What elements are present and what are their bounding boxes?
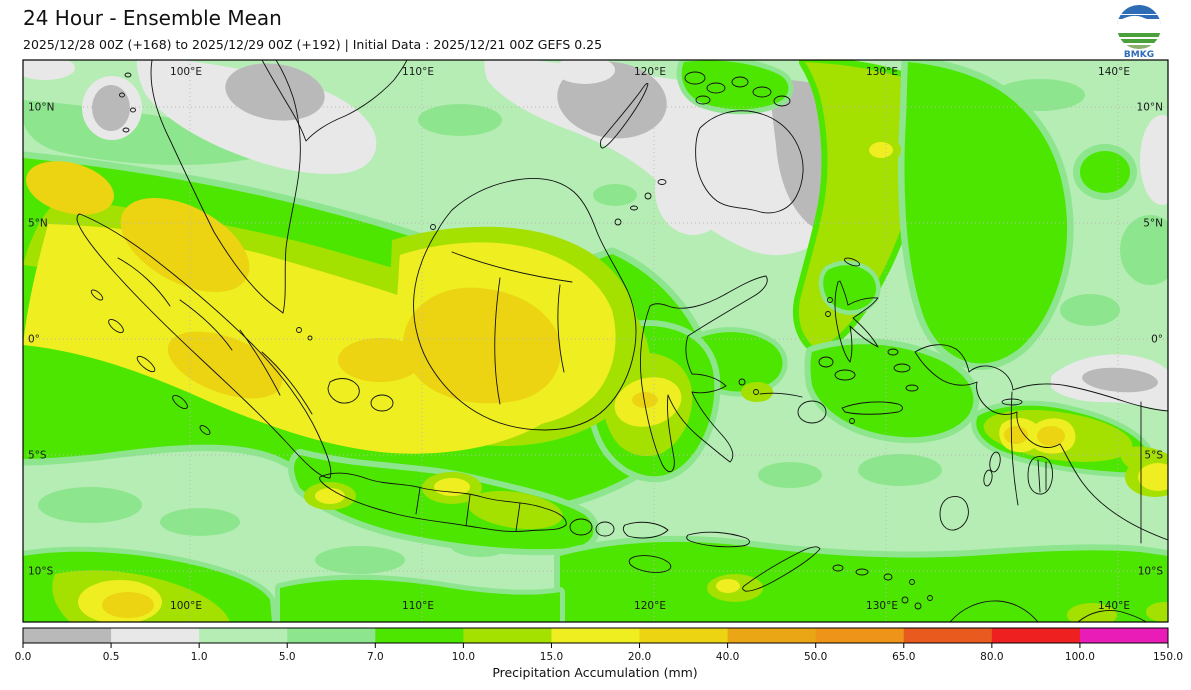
lon-label-top: 130°E <box>866 66 898 78</box>
colorbar-tick-label: 7.0 <box>367 651 384 663</box>
lat-label-left: 10°S <box>28 566 54 578</box>
colorbar-tick-label: 10.0 <box>452 651 475 663</box>
forecast-period-subtitle: 2025/12/28 00Z (+168) to 2025/12/29 00Z … <box>23 37 603 52</box>
colorbar-segment <box>551 628 641 643</box>
colorbar-tick-label: 50.0 <box>804 651 827 663</box>
lon-label-bottom: 100°E <box>170 600 202 612</box>
lat-label-right: 5°S <box>1144 450 1163 462</box>
coastlines <box>76 60 1168 622</box>
colorbar-tick-label: 5.0 <box>279 651 296 663</box>
green-regions <box>23 61 1168 622</box>
colorbar-segment <box>375 628 464 643</box>
colorbar-segment <box>727 628 817 643</box>
page-title: 24 Hour - Ensemble Mean <box>23 6 282 30</box>
colorbar-tick-label: 40.0 <box>716 651 739 663</box>
lon-label-bottom: 120°E <box>634 600 666 612</box>
logo-globe-icon <box>1117 5 1161 49</box>
gold-regions <box>26 161 1065 618</box>
lat-label-left: 10°N <box>28 102 54 114</box>
colorbar-segment <box>23 628 112 643</box>
lon-label-bottom: 140°E <box>1098 600 1130 612</box>
colorbar-tick-label: 20.0 <box>628 651 651 663</box>
colorbar-tick-label: 0.0 <box>15 651 32 663</box>
lat-label-right: 10°S <box>1138 566 1164 578</box>
graticule <box>23 60 1168 622</box>
lon-label-top: 120°E <box>634 66 666 78</box>
lat-label-right: 0° <box>1151 334 1163 346</box>
lat-label-left: 5°N <box>28 218 48 230</box>
colorbar-tick-label: 65.0 <box>892 651 915 663</box>
colorbar-segment <box>463 628 552 643</box>
lat-label-right: 5°N <box>1143 218 1163 230</box>
colorbar-tick-labels: 0.0 0.5 1.0 5.0 7.0 10.0 15.0 20.0 40.0 50.0 65.0 8… <box>15 651 1183 663</box>
colorbar-segment <box>815 628 905 643</box>
lat-label-right: 10°N <box>1137 102 1163 114</box>
lon-label-top: 100°E <box>170 66 202 78</box>
lon-label-bottom: 130°E <box>866 600 898 612</box>
colorbar-border <box>22 627 1169 644</box>
colorbar-segment <box>287 628 376 643</box>
map-border <box>22 59 1169 623</box>
colorbar-tick-label: 150.0 <box>1153 651 1183 663</box>
colorbar-tick-label: 0.5 <box>103 651 120 663</box>
dry-gray-regions <box>23 60 1168 412</box>
lat-label-left: 0° <box>28 334 40 346</box>
map-field: 100°E 100°E 110°E 110°E 120°E 120°E 130°E 130°E… <box>23 60 1168 622</box>
colorbar: 0.0 0.5 1.0 5.0 7.0 10.0 15.0 20.0 40.0 50.0 65.0 8… <box>15 627 1183 680</box>
lat-label-left: 5°S <box>28 450 47 462</box>
colorbar-segment <box>1079 628 1169 643</box>
bmkg-logo: BMKG <box>1117 5 1161 60</box>
colorbar-segment <box>111 628 200 643</box>
graticule-labels: 100°E 100°E 110°E 110°E 120°E 120°E 130°E 130°E… <box>28 66 1163 612</box>
colorbar-tick-label: 1.0 <box>191 651 208 663</box>
lon-label-bottom: 110°E <box>402 600 434 612</box>
colorbar-segment <box>903 628 993 643</box>
colorbar-segment <box>199 628 288 643</box>
colorbar-tick-label: 15.0 <box>540 651 563 663</box>
lon-label-top: 110°E <box>402 66 434 78</box>
colorbar-segments <box>23 628 1169 643</box>
logo-text: BMKG <box>1124 50 1154 60</box>
colorbar-tick-label: 80.0 <box>980 651 1003 663</box>
colorbar-segment <box>639 628 729 643</box>
colorbar-ticks <box>22 643 1169 648</box>
colorbar-axis-label: Precipitation Accumulation (mm) <box>492 665 697 680</box>
lon-label-top: 140°E <box>1098 66 1130 78</box>
colorbar-tick-label: 100.0 <box>1065 651 1095 663</box>
colorbar-segment <box>991 628 1081 643</box>
